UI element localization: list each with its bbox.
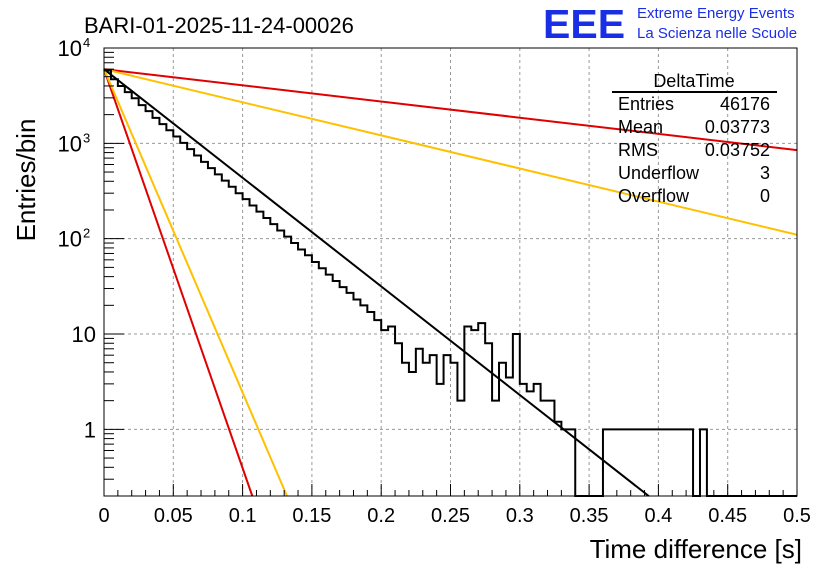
axis-ticks bbox=[103, 51, 798, 497]
stats-row-value: 46176 bbox=[720, 94, 770, 114]
y-tick-label: 10 bbox=[58, 227, 82, 252]
x-tick-label: 0.15 bbox=[292, 505, 331, 527]
fit-curve-red-fast bbox=[103, 68, 254, 497]
stats-row-label: Entries bbox=[618, 94, 674, 114]
stats-row-label: Overflow bbox=[618, 186, 690, 206]
fit-curve-yellow-slow bbox=[103, 68, 798, 236]
y-tick-label-exponent: 2 bbox=[83, 226, 90, 241]
x-tick-label: 0.05 bbox=[154, 505, 193, 527]
x-tick-label: 0 bbox=[98, 505, 109, 527]
x-tick-label: 0.35 bbox=[570, 505, 609, 527]
y-axis-label: Entries/bin bbox=[11, 119, 41, 242]
x-tick-labels: 0 0.05 0.1 0.15 0.2 0.25 0.3 0.35 0.4 0.45 0.5 bbox=[98, 505, 810, 527]
grid bbox=[104, 48, 797, 496]
fit-curve-red-slow bbox=[103, 68, 798, 152]
fit-curve-yellow-fast bbox=[103, 68, 288, 497]
x-tick-label: 0.5 bbox=[783, 505, 811, 527]
eee-logo-line1: Extreme Energy Events bbox=[637, 5, 795, 22]
x-tick-label: 0.3 bbox=[506, 505, 534, 527]
stats-row-label: RMS bbox=[618, 140, 658, 160]
eee-logo-mark: EEE bbox=[543, 1, 625, 47]
y-tick-label-exponent: 4 bbox=[83, 35, 90, 50]
fit-curve-fit bbox=[103, 68, 650, 497]
stats-box: DeltaTime Entries 46176 Mean 0.03773 RMS 0.03… bbox=[612, 71, 777, 206]
y-tick-label: 10 bbox=[58, 131, 82, 156]
stats-row-label: Mean bbox=[618, 117, 663, 137]
stats-row-label: Underflow bbox=[618, 163, 700, 183]
histogram-bars bbox=[104, 69, 797, 497]
x-tick-label: 0.4 bbox=[644, 505, 672, 527]
eee-logo-line2: La Scienza nelle Scuole bbox=[637, 25, 797, 42]
y-tick-label: 10 bbox=[72, 322, 96, 347]
stats-row-value: 3 bbox=[760, 163, 770, 183]
x-axis-label: Time difference [s] bbox=[590, 534, 802, 564]
stats-title: DeltaTime bbox=[653, 71, 734, 91]
stats-rows: Entries 46176 Mean 0.03773 RMS 0.03752Underfl… bbox=[618, 94, 770, 206]
stats-row-value: 0.03752 bbox=[705, 140, 770, 160]
stats-row-value: 0 bbox=[760, 186, 770, 206]
eee-logo: EEE Extreme Energy Events La Scienza nel… bbox=[543, 1, 797, 47]
fit-curves bbox=[103, 68, 798, 497]
x-tick-label: 0.2 bbox=[367, 505, 395, 527]
y-tick-label: 10 bbox=[58, 36, 82, 61]
y-tick-label-exponent: 3 bbox=[83, 130, 90, 145]
stats-row-value: 0.03773 bbox=[705, 117, 770, 137]
x-tick-label: 0.45 bbox=[708, 505, 747, 527]
chart-title: BARI-01-2025-11-24-00026 bbox=[84, 13, 354, 38]
x-tick-label: 0.25 bbox=[431, 505, 470, 527]
y-tick-label: 1 bbox=[84, 417, 96, 442]
x-tick-label: 0.1 bbox=[229, 505, 257, 527]
